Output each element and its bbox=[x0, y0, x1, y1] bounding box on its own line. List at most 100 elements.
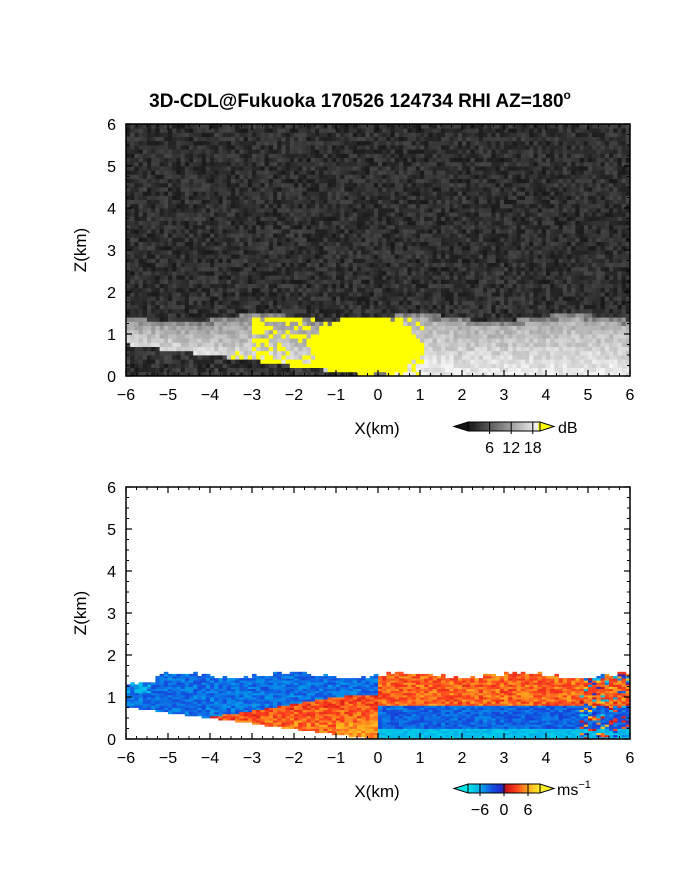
reflectivity-cell bbox=[294, 203, 299, 209]
reflectivity-cell bbox=[361, 128, 366, 133]
reflectivity-cell bbox=[247, 321, 253, 326]
reflectivity-cell bbox=[197, 363, 202, 368]
reflectivity-cell bbox=[239, 203, 244, 209]
reflectivity-cell bbox=[210, 275, 215, 280]
reflectivity-cell bbox=[151, 271, 156, 276]
reflectivity-cell bbox=[294, 325, 299, 331]
reflectivity-cell bbox=[411, 149, 417, 154]
reflectivity-cell bbox=[281, 245, 286, 251]
reflectivity-cell bbox=[310, 338, 316, 343]
reflectivity-cell bbox=[151, 157, 156, 163]
reflectivity-cell bbox=[436, 279, 442, 284]
reflectivity-cell bbox=[130, 124, 135, 129]
reflectivity-cell bbox=[407, 208, 412, 213]
reflectivity-cell bbox=[247, 229, 253, 234]
reflectivity-cell bbox=[147, 170, 152, 175]
reflectivity-cell bbox=[403, 287, 408, 293]
reflectivity-cell bbox=[252, 203, 257, 209]
reflectivity-cell bbox=[428, 325, 433, 331]
reflectivity-cell bbox=[445, 363, 450, 368]
reflectivity-cell bbox=[327, 195, 333, 200]
reflectivity-cell bbox=[260, 157, 265, 163]
reflectivity-cell bbox=[407, 157, 412, 163]
reflectivity-cell bbox=[285, 216, 291, 221]
reflectivity-cell bbox=[466, 254, 471, 259]
reflectivity-cell bbox=[378, 161, 383, 167]
reflectivity-cell bbox=[420, 233, 425, 238]
reflectivity-cell bbox=[159, 367, 165, 373]
reflectivity-cell bbox=[323, 325, 328, 331]
reflectivity-cell bbox=[306, 329, 312, 335]
reflectivity-cell bbox=[168, 124, 173, 129]
reflectivity-cell bbox=[457, 220, 463, 226]
reflectivity-cell bbox=[184, 367, 190, 373]
reflectivity-cell bbox=[247, 359, 253, 364]
reflectivity-cell bbox=[285, 334, 291, 339]
reflectivity-cell bbox=[445, 174, 450, 179]
reflectivity-cell bbox=[163, 313, 169, 318]
reflectivity-cell bbox=[205, 174, 211, 179]
reflectivity-cell bbox=[138, 367, 144, 373]
reflectivity-cell bbox=[344, 271, 349, 276]
reflectivity-cell bbox=[256, 300, 261, 305]
reflectivity-cell bbox=[285, 191, 291, 196]
reflectivity-cell bbox=[323, 153, 328, 158]
reflectivity-cell bbox=[235, 355, 240, 360]
reflectivity-cell bbox=[453, 304, 459, 310]
reflectivity-cell bbox=[327, 241, 333, 247]
reflectivity-cell bbox=[323, 216, 328, 221]
reflectivity-cell bbox=[344, 203, 349, 209]
reflectivity-cell bbox=[268, 208, 274, 213]
reflectivity-cell bbox=[424, 296, 429, 301]
reflectivity-cell bbox=[344, 359, 349, 364]
reflectivity-cell bbox=[138, 287, 144, 293]
reflectivity-cell bbox=[235, 241, 240, 247]
reflectivity-cell bbox=[449, 321, 454, 326]
reflectivity-cell bbox=[239, 233, 244, 238]
reflectivity-cell bbox=[378, 166, 383, 171]
reflectivity-cell bbox=[235, 224, 240, 230]
reflectivity-cell bbox=[399, 355, 404, 360]
reflectivity-cell bbox=[159, 229, 165, 234]
reflectivity-cell bbox=[252, 132, 257, 137]
reflectivity-cell bbox=[298, 174, 303, 179]
reflectivity-cell bbox=[126, 170, 131, 175]
reflectivity-cell bbox=[130, 350, 135, 356]
reflectivity-cell bbox=[323, 132, 328, 137]
reflectivity-cell bbox=[432, 254, 438, 259]
reflectivity-cell bbox=[218, 212, 223, 217]
reflectivity-cell bbox=[289, 300, 295, 305]
reflectivity-cell bbox=[147, 283, 152, 289]
reflectivity-cell bbox=[436, 334, 442, 339]
reflectivity-cell bbox=[226, 229, 232, 234]
reflectivity-cell bbox=[315, 262, 320, 268]
reflectivity-cell bbox=[306, 317, 312, 322]
reflectivity-cell bbox=[210, 355, 215, 360]
reflectivity-cell bbox=[470, 283, 475, 289]
reflectivity-cell bbox=[382, 178, 387, 184]
reflectivity-cell bbox=[193, 166, 198, 171]
reflectivity-cell bbox=[315, 329, 320, 335]
reflectivity-cell bbox=[302, 140, 307, 146]
reflectivity-cell bbox=[214, 166, 219, 171]
reflectivity-cell bbox=[445, 304, 450, 310]
reflectivity-cell bbox=[247, 149, 253, 154]
reflectivity-cell bbox=[252, 220, 257, 226]
reflectivity-cell bbox=[264, 140, 270, 146]
reflectivity-cell bbox=[378, 140, 383, 146]
reflectivity-cell bbox=[289, 145, 295, 150]
reflectivity-cell bbox=[281, 275, 286, 280]
reflectivity-cell bbox=[327, 296, 333, 301]
reflectivity-cell bbox=[268, 233, 274, 238]
reflectivity-cell bbox=[193, 149, 198, 154]
reflectivity-cell bbox=[168, 208, 173, 213]
reflectivity-cell bbox=[306, 140, 312, 146]
reflectivity-cell bbox=[399, 350, 404, 356]
reflectivity-cell bbox=[189, 292, 194, 297]
reflectivity-cell bbox=[302, 313, 307, 318]
reflectivity-cell bbox=[407, 275, 412, 280]
reflectivity-cell bbox=[348, 195, 354, 200]
reflectivity-cell bbox=[298, 140, 303, 146]
reflectivity-cell bbox=[268, 136, 274, 142]
reflectivity-cell bbox=[462, 258, 467, 263]
